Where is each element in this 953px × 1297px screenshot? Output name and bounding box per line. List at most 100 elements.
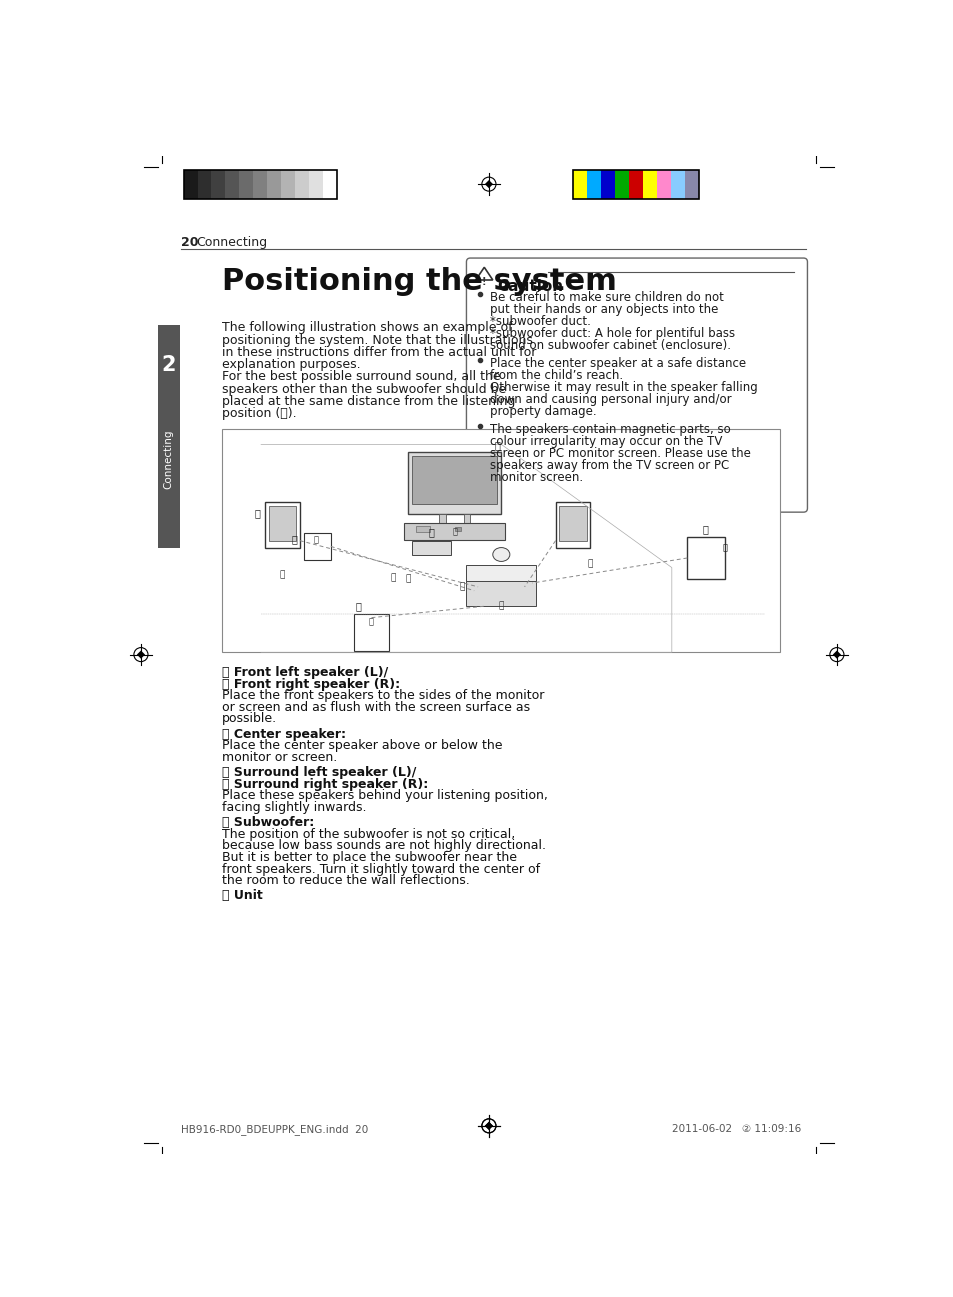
Text: Positioning the system: Positioning the system xyxy=(222,267,617,296)
Bar xyxy=(239,170,253,198)
Bar xyxy=(464,514,470,523)
Bar xyxy=(555,502,590,549)
Bar xyxy=(416,527,430,532)
Text: Ⓓ: Ⓓ xyxy=(355,602,361,611)
Text: But it is better to place the subwoofer near the: But it is better to place the subwoofer … xyxy=(222,851,517,864)
Bar xyxy=(212,170,225,198)
Text: speakers away from the TV screen or PC: speakers away from the TV screen or PC xyxy=(490,459,729,472)
Text: facing slightly inwards.: facing slightly inwards. xyxy=(222,802,367,815)
Text: in these instructions differ from the actual unit for: in these instructions differ from the ac… xyxy=(222,346,537,359)
Text: explanation purposes.: explanation purposes. xyxy=(222,358,360,371)
Bar xyxy=(222,429,780,652)
Text: Ⓐ Front left speaker (L)/: Ⓐ Front left speaker (L)/ xyxy=(222,667,388,680)
Bar xyxy=(253,170,267,198)
Bar xyxy=(197,170,212,198)
Bar xyxy=(183,170,336,198)
Polygon shape xyxy=(484,1122,493,1130)
Text: Ⓐ: Ⓐ xyxy=(369,617,374,626)
Text: Connecting: Connecting xyxy=(196,236,268,249)
Text: The following illustration shows an example of: The following illustration shows an exam… xyxy=(222,322,513,335)
Text: Ⓐ: Ⓐ xyxy=(498,602,503,611)
Polygon shape xyxy=(136,651,145,659)
Text: Place these speakers behind your listening position,: Place these speakers behind your listeni… xyxy=(222,790,548,803)
Bar xyxy=(265,502,299,549)
Bar xyxy=(642,170,657,198)
Text: placed at the same distance from the listening: placed at the same distance from the lis… xyxy=(222,396,516,409)
Text: Caution: Caution xyxy=(497,279,563,294)
Text: Ⓒ Center speaker:: Ⓒ Center speaker: xyxy=(222,728,346,741)
Text: 2011-06-02   ② 11:09:16: 2011-06-02 ② 11:09:16 xyxy=(671,1124,801,1135)
Text: position (Ⓐ).: position (Ⓐ). xyxy=(222,407,296,420)
Bar xyxy=(158,326,179,549)
Text: down and causing personal injury and/or: down and causing personal injury and/or xyxy=(490,393,731,406)
Text: The position of the subwoofer is not so critical,: The position of the subwoofer is not so … xyxy=(222,827,515,840)
Bar xyxy=(412,541,451,555)
Bar xyxy=(412,457,497,503)
Text: from the child’s reach.: from the child’s reach. xyxy=(490,368,623,381)
Text: 2: 2 xyxy=(161,355,176,375)
Bar xyxy=(670,170,684,198)
Text: Place the front speakers to the sides of the monitor: Place the front speakers to the sides of… xyxy=(222,689,544,702)
Bar xyxy=(303,533,331,560)
Text: Place the center speaker above or below the: Place the center speaker above or below … xyxy=(222,739,502,752)
Text: HB916-RD0_BDEUPPK_ENG.indd  20: HB916-RD0_BDEUPPK_ENG.indd 20 xyxy=(181,1124,368,1135)
Text: Ⓓ Surround left speaker (L)/: Ⓓ Surround left speaker (L)/ xyxy=(222,767,416,779)
Text: monitor or screen.: monitor or screen. xyxy=(222,751,337,764)
Bar xyxy=(600,170,615,198)
Text: For the best possible surround sound, all the: For the best possible surround sound, al… xyxy=(222,371,500,384)
Bar xyxy=(267,170,281,198)
Text: put their hands or any objects into the: put their hands or any objects into the xyxy=(490,303,719,316)
Text: positioning the system. Note that the illustrations: positioning the system. Note that the il… xyxy=(222,333,533,346)
Text: Ⓑ: Ⓑ xyxy=(494,440,500,450)
Text: Ⓑ Front right speaker (R):: Ⓑ Front right speaker (R): xyxy=(222,678,400,691)
Polygon shape xyxy=(832,651,841,659)
Text: Ⓖ: Ⓖ xyxy=(452,527,456,536)
Text: possible.: possible. xyxy=(222,712,277,725)
Text: Ⓐ: Ⓐ xyxy=(279,571,285,580)
Text: Ⓐ: Ⓐ xyxy=(313,536,318,545)
Text: *subwoofer duct: A hole for plentiful bass: *subwoofer duct: A hole for plentiful ba… xyxy=(490,327,735,340)
Text: The speakers contain magnetic parts, so: The speakers contain magnetic parts, so xyxy=(490,423,730,436)
Bar xyxy=(455,527,460,532)
Text: property damage.: property damage. xyxy=(490,405,597,418)
Bar xyxy=(466,565,536,581)
Bar xyxy=(684,170,699,198)
Text: Ⓐ: Ⓐ xyxy=(254,508,260,519)
Polygon shape xyxy=(484,180,493,188)
Text: Ⓐ: Ⓐ xyxy=(587,559,593,568)
Text: Ⓐ: Ⓐ xyxy=(405,575,411,584)
Bar xyxy=(629,170,642,198)
Text: Ⓔ: Ⓔ xyxy=(702,524,708,534)
Text: 20: 20 xyxy=(181,236,198,249)
Bar xyxy=(225,170,239,198)
Ellipse shape xyxy=(493,547,509,562)
Bar xyxy=(466,580,536,606)
Bar xyxy=(294,170,309,198)
Polygon shape xyxy=(484,1122,493,1130)
Text: or screen and as flush with the screen surface as: or screen and as flush with the screen s… xyxy=(222,700,530,713)
Bar xyxy=(354,613,389,651)
Text: because low bass sounds are not highly directional.: because low bass sounds are not highly d… xyxy=(222,839,546,852)
Bar xyxy=(183,170,197,198)
Bar xyxy=(573,170,587,198)
Bar xyxy=(657,170,670,198)
Text: Ⓕ Subwoofer:: Ⓕ Subwoofer: xyxy=(222,816,314,829)
Text: Ⓐ: Ⓐ xyxy=(722,543,727,553)
Bar xyxy=(573,170,699,198)
Text: *subwoofer duct.: *subwoofer duct. xyxy=(490,315,591,328)
Bar xyxy=(281,170,294,198)
Bar xyxy=(323,170,336,198)
Text: Place the center speaker at a safe distance: Place the center speaker at a safe dista… xyxy=(490,357,746,370)
Bar xyxy=(615,170,629,198)
Text: Ⓐ: Ⓐ xyxy=(459,582,465,591)
Text: Ⓒ: Ⓒ xyxy=(428,527,434,537)
Text: Otherwise it may result in the speaker falling: Otherwise it may result in the speaker f… xyxy=(490,381,758,394)
Bar xyxy=(404,523,505,540)
Text: Connecting: Connecting xyxy=(164,429,173,489)
Text: sound on subwoofer cabinet (enclosure).: sound on subwoofer cabinet (enclosure). xyxy=(490,339,731,351)
Text: Ⓖ Unit: Ⓖ Unit xyxy=(222,890,263,903)
Text: monitor screen.: monitor screen. xyxy=(490,471,583,484)
Text: colour irregularity may occur on the TV: colour irregularity may occur on the TV xyxy=(490,434,722,447)
Text: screen or PC monitor screen. Please use the: screen or PC monitor screen. Please use … xyxy=(490,446,751,459)
Bar xyxy=(269,506,295,541)
